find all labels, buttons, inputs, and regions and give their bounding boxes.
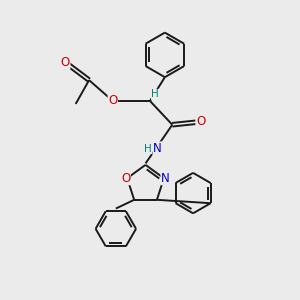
Text: O: O: [108, 94, 118, 107]
Text: O: O: [196, 115, 205, 128]
Text: O: O: [61, 56, 70, 69]
Text: H: H: [144, 143, 152, 154]
Text: N: N: [153, 142, 162, 155]
Text: N: N: [161, 172, 170, 185]
Text: O: O: [121, 172, 130, 185]
Text: H: H: [152, 89, 159, 99]
